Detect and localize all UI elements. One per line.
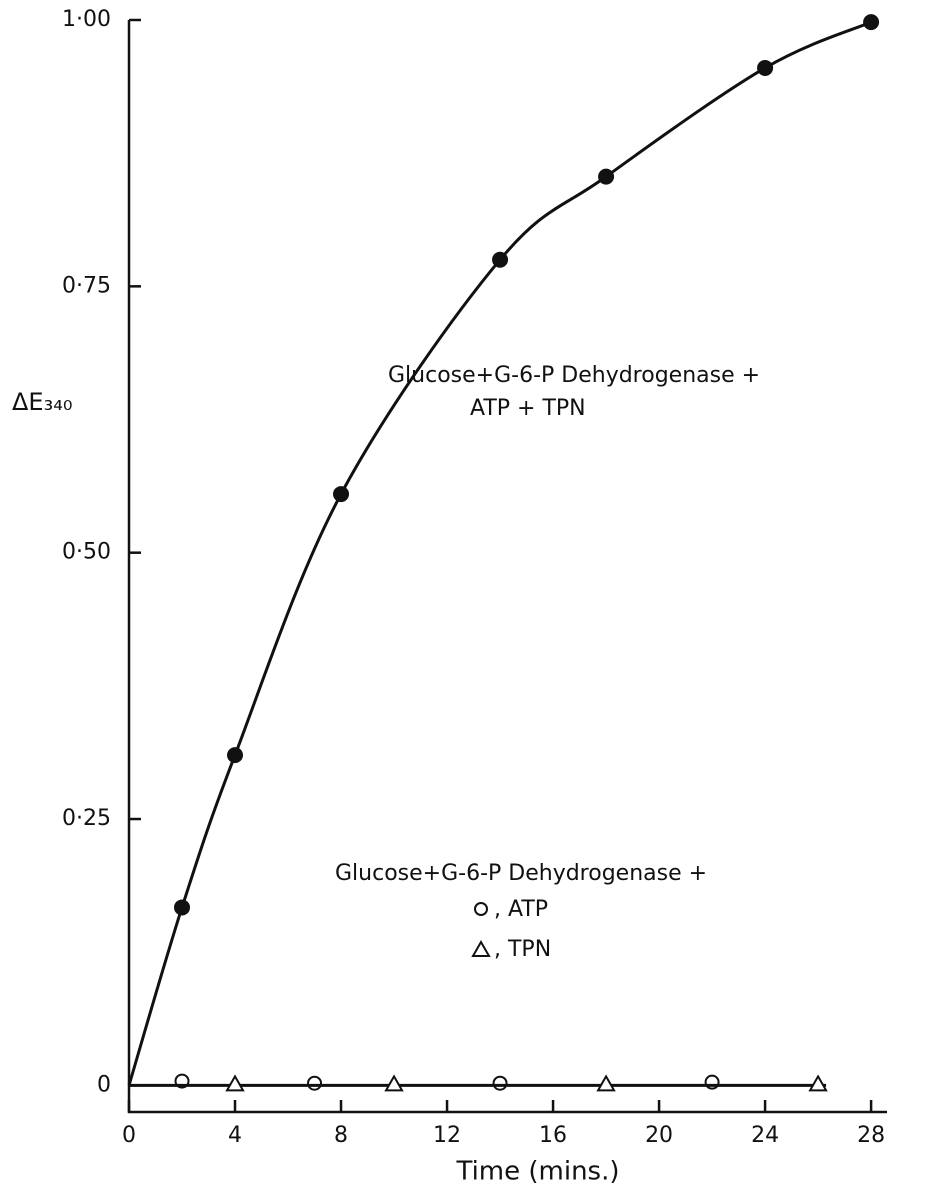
annotation: Glucose+G-6-P Dehydrogenase + <box>388 363 760 388</box>
point <box>863 14 880 31</box>
x-tick-label: 12 <box>433 1123 461 1148</box>
y-tick-label: 0 <box>97 1072 111 1097</box>
point <box>492 1075 508 1091</box>
point <box>757 59 774 76</box>
x-tick-label: 28 <box>857 1123 885 1148</box>
annotation: , ATP <box>494 897 548 922</box>
point <box>227 747 244 764</box>
point <box>384 1074 404 1092</box>
point <box>492 251 509 268</box>
y-tick-label: 1·00 <box>62 7 111 32</box>
y-tick-label: 0·25 <box>62 806 111 831</box>
x-tick-label: 24 <box>751 1123 779 1148</box>
x-tick-label: 0 <box>122 1123 136 1148</box>
y-tick-label: 0·50 <box>62 540 111 565</box>
y-tick-label: 0·75 <box>62 273 111 298</box>
x-tick-label: 8 <box>334 1123 348 1148</box>
x-tick-label: 20 <box>645 1123 673 1148</box>
annotation: ATP + TPN <box>470 396 586 421</box>
y-axis-title: ΔE₃₄₀ <box>12 388 72 416</box>
point <box>808 1074 828 1092</box>
point <box>598 168 615 185</box>
x-tick-label: 4 <box>228 1123 242 1148</box>
legend-icon <box>474 902 488 916</box>
point <box>333 486 350 503</box>
point <box>307 1075 323 1091</box>
fit-curve <box>127 20 872 1086</box>
x-axis-title: Time (mins.) <box>455 1157 619 1187</box>
x-tick-label: 16 <box>539 1123 567 1148</box>
annotation: Glucose+G-6-P Dehydrogenase + <box>335 861 707 886</box>
point <box>225 1074 245 1092</box>
legend-icon <box>471 939 491 957</box>
point <box>174 899 191 916</box>
point <box>596 1074 616 1092</box>
annotation: , TPN <box>494 937 551 962</box>
